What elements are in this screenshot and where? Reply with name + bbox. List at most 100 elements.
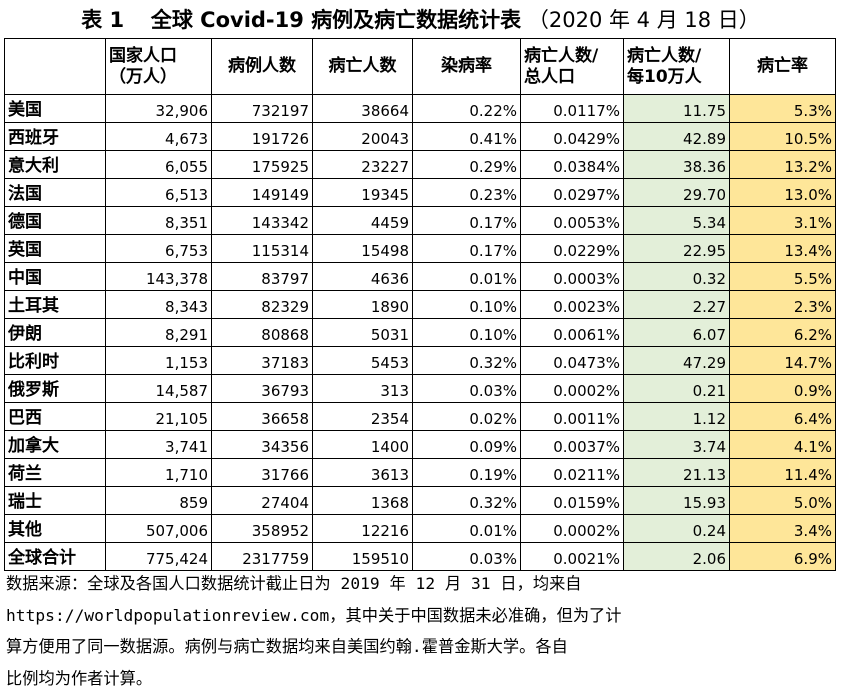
deaths-cell: 38664 — [312, 94, 413, 123]
table-title: 表 1 全球 Covid-19 病例及病亡数据统计表 （2020 年 4 月 1… — [0, 4, 841, 36]
population-cell: 4,673 — [105, 122, 212, 151]
deaths-per-100k-cell: 0.21 — [623, 374, 730, 403]
deaths-per-population-cell: 0.0429% — [520, 122, 624, 151]
country-cell: 法国 — [4, 178, 106, 207]
deaths-per-population-cell: 0.0211% — [520, 458, 624, 487]
table-row: 德国 8,351 143342 4459 0.17% 0.0053% 5.34 3.1% — [4, 206, 836, 235]
deaths-per-population-cell: 0.0011% — [520, 402, 624, 431]
cases-cell: 83797 — [211, 262, 313, 291]
source-line: 比例均为作者计算。 — [6, 668, 153, 688]
deaths-per-100k-cell: 21.13 — [623, 458, 730, 487]
infection-rate-cell: 0.10% — [412, 290, 521, 319]
deaths-per-100k-cell: 42.89 — [623, 122, 730, 151]
cases-cell: 115314 — [211, 234, 313, 263]
cases-cell: 31766 — [211, 458, 313, 487]
mortality-rate-cell: 6.9% — [729, 542, 836, 571]
deaths-per-population-cell: 0.0002% — [520, 374, 624, 403]
mortality-rate-cell: 10.5% — [729, 122, 836, 151]
infection-rate-cell: 0.02% — [412, 402, 521, 431]
population-cell: 775,424 — [105, 542, 212, 571]
table-row: 法国 6,513 149149 19345 0.23% 0.0297% 29.70 13.0% — [4, 178, 836, 207]
deaths-cell: 159510 — [312, 542, 413, 571]
population-cell: 8,351 — [105, 206, 212, 235]
table-row: 荷兰 1,710 31766 3613 0.19% 0.0211% 21.13 11.4% — [4, 458, 836, 487]
country-cell: 荷兰 — [4, 458, 106, 487]
infection-rate-cell: 0.19% — [412, 458, 521, 487]
infection-rate-cell: 0.03% — [412, 374, 521, 403]
table-row: 比利时 1,153 37183 5453 0.32% 0.0473% 47.29 14.7% — [4, 346, 836, 375]
deaths-per-100k-cell: 2.27 — [623, 290, 730, 319]
table-row: 全球合计 775,424 2317759 159510 0.03% 0.0021% 2.06… — [4, 542, 836, 571]
deaths-per-100k-cell: 22.95 — [623, 234, 730, 263]
covid-stats-table: 国家人口 （万人） 病例人数 病亡人数 染病率 病亡人数/ 总人口 病亡人数/ … — [4, 38, 836, 571]
population-cell: 14,587 — [105, 374, 212, 403]
population-cell: 21,105 — [105, 402, 212, 431]
table-row: 巴西 21,105 36658 2354 0.02% 0.0011% 1.12 6.4% — [4, 402, 836, 431]
table-row: 意大利 6,055 175925 23227 0.29% 0.0384% 38.36 13.2… — [4, 150, 836, 179]
cases-cell: 358952 — [211, 514, 313, 543]
mortality-rate-cell: 4.1% — [729, 430, 836, 459]
deaths-per-population-cell: 0.0021% — [520, 542, 624, 571]
cases-cell: 143342 — [211, 206, 313, 235]
country-cell: 瑞士 — [4, 486, 106, 515]
infection-rate-cell: 0.17% — [412, 206, 521, 235]
country-cell: 意大利 — [4, 150, 106, 179]
country-cell: 俄罗斯 — [4, 374, 106, 403]
deaths-cell: 12216 — [312, 514, 413, 543]
mortality-rate-cell: 14.7% — [729, 346, 836, 375]
deaths-per-100k-cell: 1.12 — [623, 402, 730, 431]
header-deaths: 病亡人数 — [312, 38, 413, 95]
table-row: 其他 507,006 358952 12216 0.01% 0.0002% 0.24 3.4% — [4, 514, 836, 543]
header-cases: 病例人数 — [211, 38, 313, 95]
table-row: 俄罗斯 14,587 36793 313 0.03% 0.0002% 0.21 0.9% — [4, 374, 836, 403]
deaths-cell: 3613 — [312, 458, 413, 487]
population-cell: 143,378 — [105, 262, 212, 291]
deaths-per-population-cell: 0.0229% — [520, 234, 624, 263]
deaths-cell: 15498 — [312, 234, 413, 263]
mortality-rate-cell: 6.2% — [729, 318, 836, 347]
deaths-cell: 313 — [312, 374, 413, 403]
infection-rate-cell: 0.17% — [412, 234, 521, 263]
mortality-rate-cell: 11.4% — [729, 458, 836, 487]
country-cell: 比利时 — [4, 346, 106, 375]
deaths-per-population-cell: 0.0053% — [520, 206, 624, 235]
country-cell: 其他 — [4, 514, 106, 543]
deaths-per-population-cell: 0.0037% — [520, 430, 624, 459]
country-cell: 伊朗 — [4, 318, 106, 347]
population-cell: 507,006 — [105, 514, 212, 543]
cases-cell: 2317759 — [211, 542, 313, 571]
deaths-per-population-cell: 0.0159% — [520, 486, 624, 515]
header-deaths-per-100k: 病亡人数/ 每10万人 — [623, 38, 730, 95]
population-cell: 32,906 — [105, 94, 212, 123]
deaths-cell: 1368 — [312, 486, 413, 515]
header-infection-rate: 染病率 — [412, 38, 521, 95]
cases-cell: 34356 — [211, 430, 313, 459]
mortality-rate-cell: 0.9% — [729, 374, 836, 403]
cases-cell: 36658 — [211, 402, 313, 431]
mortality-rate-cell: 6.4% — [729, 402, 836, 431]
deaths-per-population-cell: 0.0002% — [520, 514, 624, 543]
mortality-rate-cell: 5.5% — [729, 262, 836, 291]
table-title-main: 全球 Covid-19 病例及病亡数据统计表 — [150, 8, 522, 32]
deaths-cell: 23227 — [312, 150, 413, 179]
table-row: 中国 143,378 83797 4636 0.01% 0.0003% 0.32 5.5% — [4, 262, 836, 291]
header-deaths-per-population: 病亡人数/ 总人口 — [520, 38, 624, 95]
deaths-per-population-cell: 0.0384% — [520, 150, 624, 179]
table-row: 加拿大 3,741 34356 1400 0.09% 0.0037% 3.74 4.1% — [4, 430, 836, 459]
deaths-per-population-cell: 0.0023% — [520, 290, 624, 319]
table-row: 瑞士 859 27404 1368 0.32% 0.0159% 15.93 5.0% — [4, 486, 836, 515]
deaths-cell: 4636 — [312, 262, 413, 291]
infection-rate-cell: 0.01% — [412, 514, 521, 543]
population-cell: 1,710 — [105, 458, 212, 487]
population-cell: 6,753 — [105, 234, 212, 263]
country-cell: 英国 — [4, 234, 106, 263]
infection-rate-cell: 0.23% — [412, 178, 521, 207]
table-label: 表 1 — [81, 8, 125, 32]
deaths-cell: 1400 — [312, 430, 413, 459]
deaths-cell: 2354 — [312, 402, 413, 431]
cases-cell: 80868 — [211, 318, 313, 347]
cases-cell: 191726 — [211, 122, 313, 151]
infection-rate-cell: 0.32% — [412, 346, 521, 375]
cases-cell: 37183 — [211, 346, 313, 375]
mortality-rate-cell: 13.0% — [729, 178, 836, 207]
